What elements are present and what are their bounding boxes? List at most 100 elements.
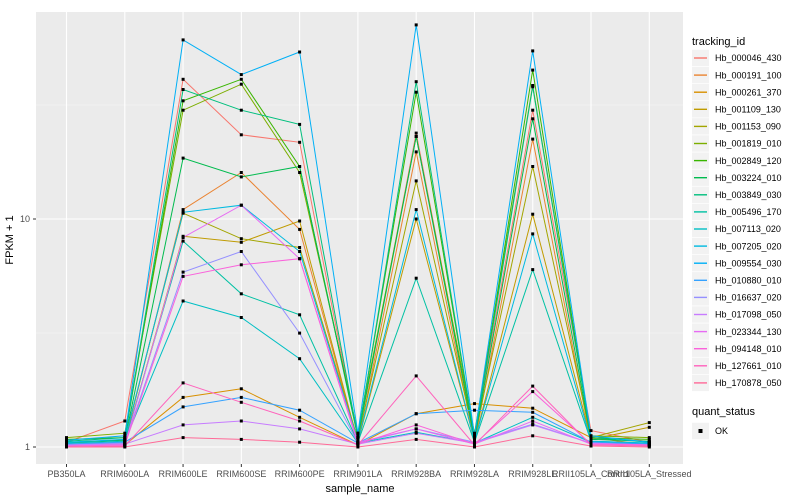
data-point — [531, 212, 535, 216]
data-point — [473, 434, 476, 438]
data-point — [414, 423, 418, 427]
data-point — [414, 150, 418, 154]
data-point — [414, 179, 418, 183]
x-tick-label: RRIM928BA — [391, 469, 441, 479]
data-point — [531, 415, 535, 419]
data-point — [414, 80, 418, 84]
data-point — [181, 270, 185, 274]
data-point — [531, 410, 535, 414]
legend-item: Hb_002849_120 — [692, 152, 782, 169]
data-point — [589, 434, 593, 438]
data-point — [414, 208, 418, 212]
legend-item: Hb_001109_130 — [692, 101, 781, 118]
data-point — [181, 210, 185, 214]
data-point — [65, 445, 68, 449]
data-point — [239, 316, 243, 319]
legend-item-label: Hb_001819_010 — [715, 139, 782, 149]
data-point — [123, 431, 127, 435]
data-point — [239, 395, 243, 399]
data-point — [181, 38, 185, 42]
data-point — [181, 208, 185, 212]
data-point — [65, 436, 68, 440]
data-point — [123, 445, 127, 449]
data-point — [65, 440, 68, 444]
data-point — [298, 408, 302, 412]
data-point — [473, 445, 476, 449]
axes: 1 10 PB350LA RRIM600LA RRIM600LE RRIM600SE RRI… — [20, 214, 692, 479]
legend-item-label: Hb_003849_030 — [715, 190, 782, 200]
legend-item: Hb_003849_030 — [692, 186, 782, 203]
data-point — [414, 412, 418, 416]
data-point — [239, 400, 243, 404]
data-point — [356, 436, 360, 440]
data-point — [647, 437, 651, 441]
data-point — [239, 108, 243, 112]
x-tick-label: RRII105LA_Control — [552, 469, 630, 479]
data-point — [181, 236, 185, 239]
x-tick-label: RRIM600LE — [159, 469, 208, 479]
data-point — [181, 299, 185, 303]
legend-item: Hb_023344_130 — [692, 323, 782, 340]
data-point — [298, 50, 302, 54]
legend-item: Hb_001153_090 — [692, 118, 781, 135]
data-point — [414, 276, 418, 280]
data-point — [239, 419, 243, 423]
data-point — [181, 156, 185, 160]
legend-item-label: Hb_017098_050 — [715, 310, 782, 320]
data-point — [298, 165, 302, 168]
data-point — [531, 419, 535, 423]
data-point — [589, 437, 593, 441]
data-point — [356, 431, 360, 435]
data-point — [239, 171, 243, 174]
legend-quant-status: OK — [692, 422, 728, 440]
legend-item-label: Hb_094148_010 — [715, 344, 782, 354]
legend-item-label: Hb_000261_370 — [715, 87, 782, 97]
data-point — [473, 436, 476, 440]
data-point — [239, 203, 243, 207]
data-point — [473, 431, 476, 435]
legend-item-label: OK — [715, 426, 728, 436]
data-point — [181, 239, 185, 243]
data-point — [647, 436, 651, 440]
legend-item-label: Hb_003224_010 — [715, 173, 782, 183]
data-point — [531, 68, 535, 72]
data-point — [414, 431, 418, 435]
legend-item: Hb_007205_020 — [692, 237, 782, 255]
data-point — [356, 440, 360, 444]
legend-item-label: Hb_000191_100 — [715, 70, 782, 80]
data-point — [65, 438, 68, 442]
data-point — [531, 268, 535, 272]
data-point — [239, 240, 243, 244]
legend-item-label: Hb_016637_020 — [715, 293, 782, 303]
legend-title-tracking-id: tracking_id — [692, 36, 745, 48]
data-point — [298, 140, 302, 144]
y-tick-label: 10 — [20, 214, 30, 224]
legend-item: Hb_127661_010 — [692, 357, 782, 374]
data-point — [298, 313, 302, 317]
data-point — [239, 175, 243, 179]
data-point — [414, 374, 418, 378]
legend-item: Hb_017098_050 — [692, 306, 782, 323]
legend-key-square — [698, 429, 703, 433]
data-point — [473, 402, 476, 406]
data-point — [473, 443, 476, 447]
data-point — [239, 73, 243, 77]
data-point — [414, 90, 418, 94]
data-point — [239, 387, 243, 391]
data-point — [239, 263, 243, 267]
x-tick-label: RRIM600SE — [216, 469, 266, 479]
data-point — [531, 434, 535, 438]
x-tick-label: RRIM901LA — [333, 469, 382, 479]
data-points — [65, 23, 651, 449]
data-point — [473, 408, 476, 412]
data-point — [647, 440, 651, 444]
data-point — [647, 425, 651, 429]
data-point — [414, 427, 418, 431]
legend-item: Hb_000046_430 — [692, 49, 782, 67]
data-point — [239, 437, 243, 441]
data-point — [356, 437, 360, 441]
data-point — [414, 131, 418, 135]
data-point — [414, 135, 418, 138]
